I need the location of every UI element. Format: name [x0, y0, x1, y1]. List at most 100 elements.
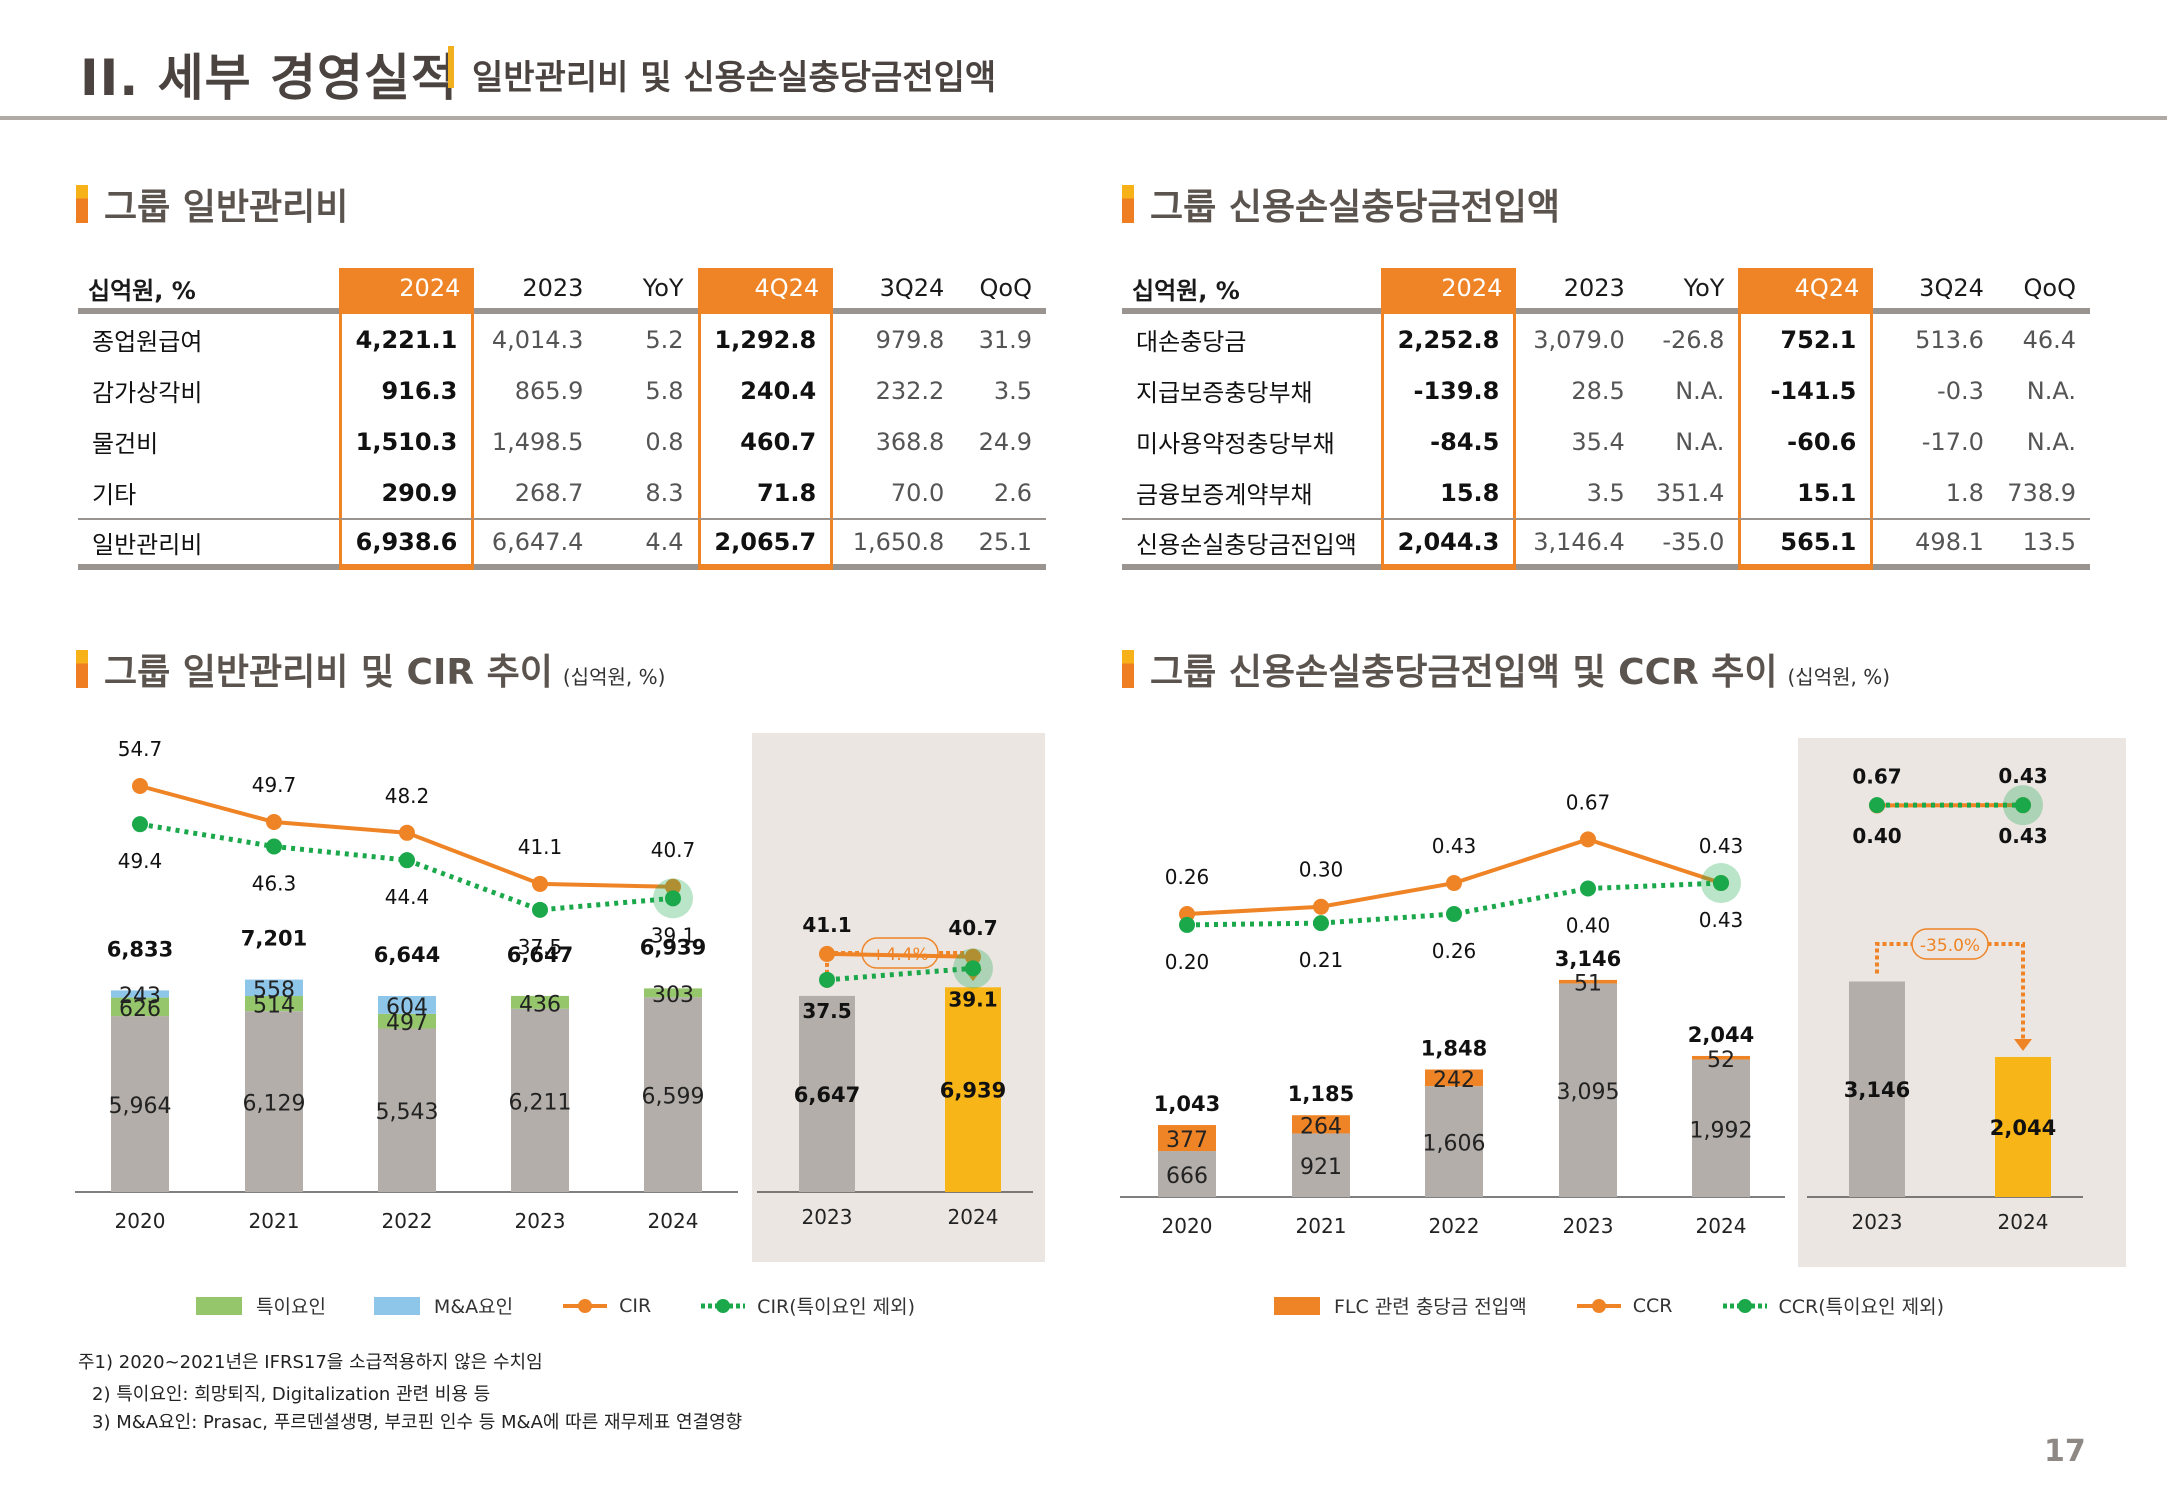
bar-base	[378, 1028, 436, 1192]
inset-line-label: 0.67	[1852, 764, 1901, 788]
bar-특이요인	[111, 997, 169, 1017]
section-heading-ga-chart: 그룹 일반관리비 및 CIR 추이 (십억원, %)	[76, 643, 665, 695]
row-label: 금융보증계약부채	[1136, 481, 1313, 509]
legend-swatch	[1274, 1296, 1320, 1315]
table-cell: 1,650.8	[833, 518, 959, 570]
table-row: 미사용약정충당부채 -84.5 35.4 N.A. -60.6 -17.0 N.A.	[1122, 416, 2090, 467]
inset-line-point	[965, 948, 981, 965]
line-value-label: 0.30	[1299, 858, 1344, 882]
table-cell: 2,044.3	[1381, 518, 1517, 570]
column-header: QoQ	[1997, 268, 2090, 314]
inset-line	[826, 965, 974, 983]
column-header: YoY	[1638, 268, 1739, 314]
legend-item-ccr: CCR	[1575, 1295, 1673, 1317]
bar-value-label: 264	[1300, 1114, 1342, 1139]
footnote-2: 2) 특이요인: 희망퇴직, Digitalization 관련 비용 등	[92, 1384, 491, 1405]
bar-value-label: 1,606	[1423, 1132, 1486, 1157]
table-cell: 0.8	[645, 427, 684, 456]
row-label: 물건비	[92, 430, 159, 458]
table-cell: 5.2	[645, 325, 684, 354]
table-cell: 3.5	[993, 376, 1032, 405]
line-point	[1313, 898, 1329, 915]
bar-M&A요인	[245, 979, 303, 997]
dotted-line-marker-icon	[701, 1298, 746, 1313]
table-cell: 25.1	[958, 518, 1046, 570]
bar-base	[644, 997, 702, 1192]
table-cell: 351.4	[1655, 478, 1725, 507]
bar-base	[1158, 1151, 1216, 1197]
unit-header: 십억원, %	[1122, 268, 1382, 314]
section-heading-ccl: 그룹 신용손실충당금전입액	[1122, 178, 1560, 230]
bar-M&A요인	[111, 990, 169, 998]
table-cell: 738.9	[2007, 478, 2076, 507]
legend-item-cir-ex: CIR(특이요인 제외)	[699, 1292, 915, 1319]
bar-total-label: 1,848	[1421, 1036, 1487, 1060]
line-value-label: 0.43	[1699, 834, 1744, 858]
line-point	[399, 852, 415, 869]
table-cell: -141.5	[1738, 365, 1874, 416]
bar-total-label: 1,185	[1288, 1082, 1354, 1106]
section-heading-text: 그룹 일반관리비 및 CIR 추이	[104, 652, 553, 693]
inset-line-label: 37.5	[802, 999, 851, 1023]
table-row: 물건비 1,510.3 1,498.5 0.8 460.7 368.8 24.9	[78, 416, 1046, 467]
row-label: 기타	[92, 481, 137, 509]
inset-line-point	[819, 945, 835, 962]
line-point	[532, 901, 548, 918]
line-value-label: 0.21	[1299, 948, 1344, 972]
table-cell: 6,938.6	[338, 518, 475, 570]
line-value-label: 49.7	[252, 773, 297, 797]
unit-label: (십억원, %)	[562, 665, 666, 689]
x-tick-label: 2023	[1563, 1214, 1614, 1238]
table-cell: 368.8	[875, 427, 945, 456]
change-arrow-head-icon	[2014, 1038, 2032, 1051]
bar-total-label: 2,044	[1688, 1023, 1754, 1047]
row-label: 감가상각비	[92, 379, 203, 407]
column-header: 3Q24	[833, 268, 959, 314]
bar-total-label: 3,146	[1555, 947, 1621, 971]
table-row: 신용손실충당금전입액 2,044.3 3,146.4 -35.0 565.1 498.1 1…	[1122, 518, 2090, 570]
bar-value-label: 243	[119, 984, 161, 1009]
bar-total-label: 1,043	[1154, 1092, 1220, 1116]
line-point	[399, 824, 415, 841]
bar-특이요인	[511, 995, 569, 1009]
table-cell: 565.1	[1738, 518, 1874, 570]
ga-table: 십억원, % 2024 2023 YoY 4Q24 3Q24 QoQ 종업원급여 4,221.1…	[78, 268, 1046, 570]
bar-base	[1559, 983, 1617, 1197]
x-tick-label: 2021	[249, 1209, 300, 1233]
inset-line-label: 0.43	[1998, 764, 2047, 788]
inset-line-label: 41.1	[802, 913, 851, 937]
table-cell: 4.4	[597, 518, 698, 570]
section-marker-icon	[1122, 650, 1134, 688]
inset-line-label: 40.7	[948, 916, 997, 940]
table-row: 지급보증충당부채 -139.8 28.5 N.A. -141.5 -0.3 N.A.	[1122, 365, 2090, 416]
ccl-legend: FLC 관련 충당금 전입액 CCR CCR(특이요인 제외)	[1274, 1292, 1992, 1319]
table-cell: -0.3	[1937, 376, 1984, 405]
x-tick-label: 2023	[515, 1209, 566, 1233]
bar-value-label: 242	[1433, 1068, 1475, 1093]
column-header: 2024	[338, 268, 475, 314]
line-ex-special	[139, 821, 674, 913]
bar-FLC 관련 충당금 전입액	[1292, 1115, 1350, 1134]
inset-line-label: 39.1	[948, 987, 997, 1011]
table-cell: -84.5	[1381, 416, 1517, 467]
line-point	[1446, 875, 1462, 892]
bar-value-label: 604	[386, 995, 428, 1020]
table-cell: 71.8	[697, 467, 834, 518]
inset-bar	[1995, 1056, 2051, 1197]
bar-value-label: 6,599	[642, 1085, 705, 1110]
bar-value-label: 921	[1300, 1155, 1342, 1180]
table-cell: 3,079.0	[1533, 325, 1625, 354]
highlight-halo	[1701, 863, 1741, 904]
legend-item-cir: CIR	[561, 1295, 651, 1317]
table-cell: 290.9	[338, 467, 475, 518]
column-header: 4Q24	[697, 268, 834, 314]
line-point	[1580, 831, 1596, 848]
table-cell: 2,252.8	[1381, 314, 1517, 365]
column-header: 2024	[1381, 268, 1517, 314]
row-label: 신용손실충당금전입액	[1122, 518, 1382, 570]
line-point	[532, 875, 548, 892]
line-point	[132, 816, 148, 833]
legend-item-special: 특이요인	[196, 1292, 326, 1319]
line-point	[1580, 880, 1596, 897]
table-cell: N.A.	[1675, 376, 1725, 405]
